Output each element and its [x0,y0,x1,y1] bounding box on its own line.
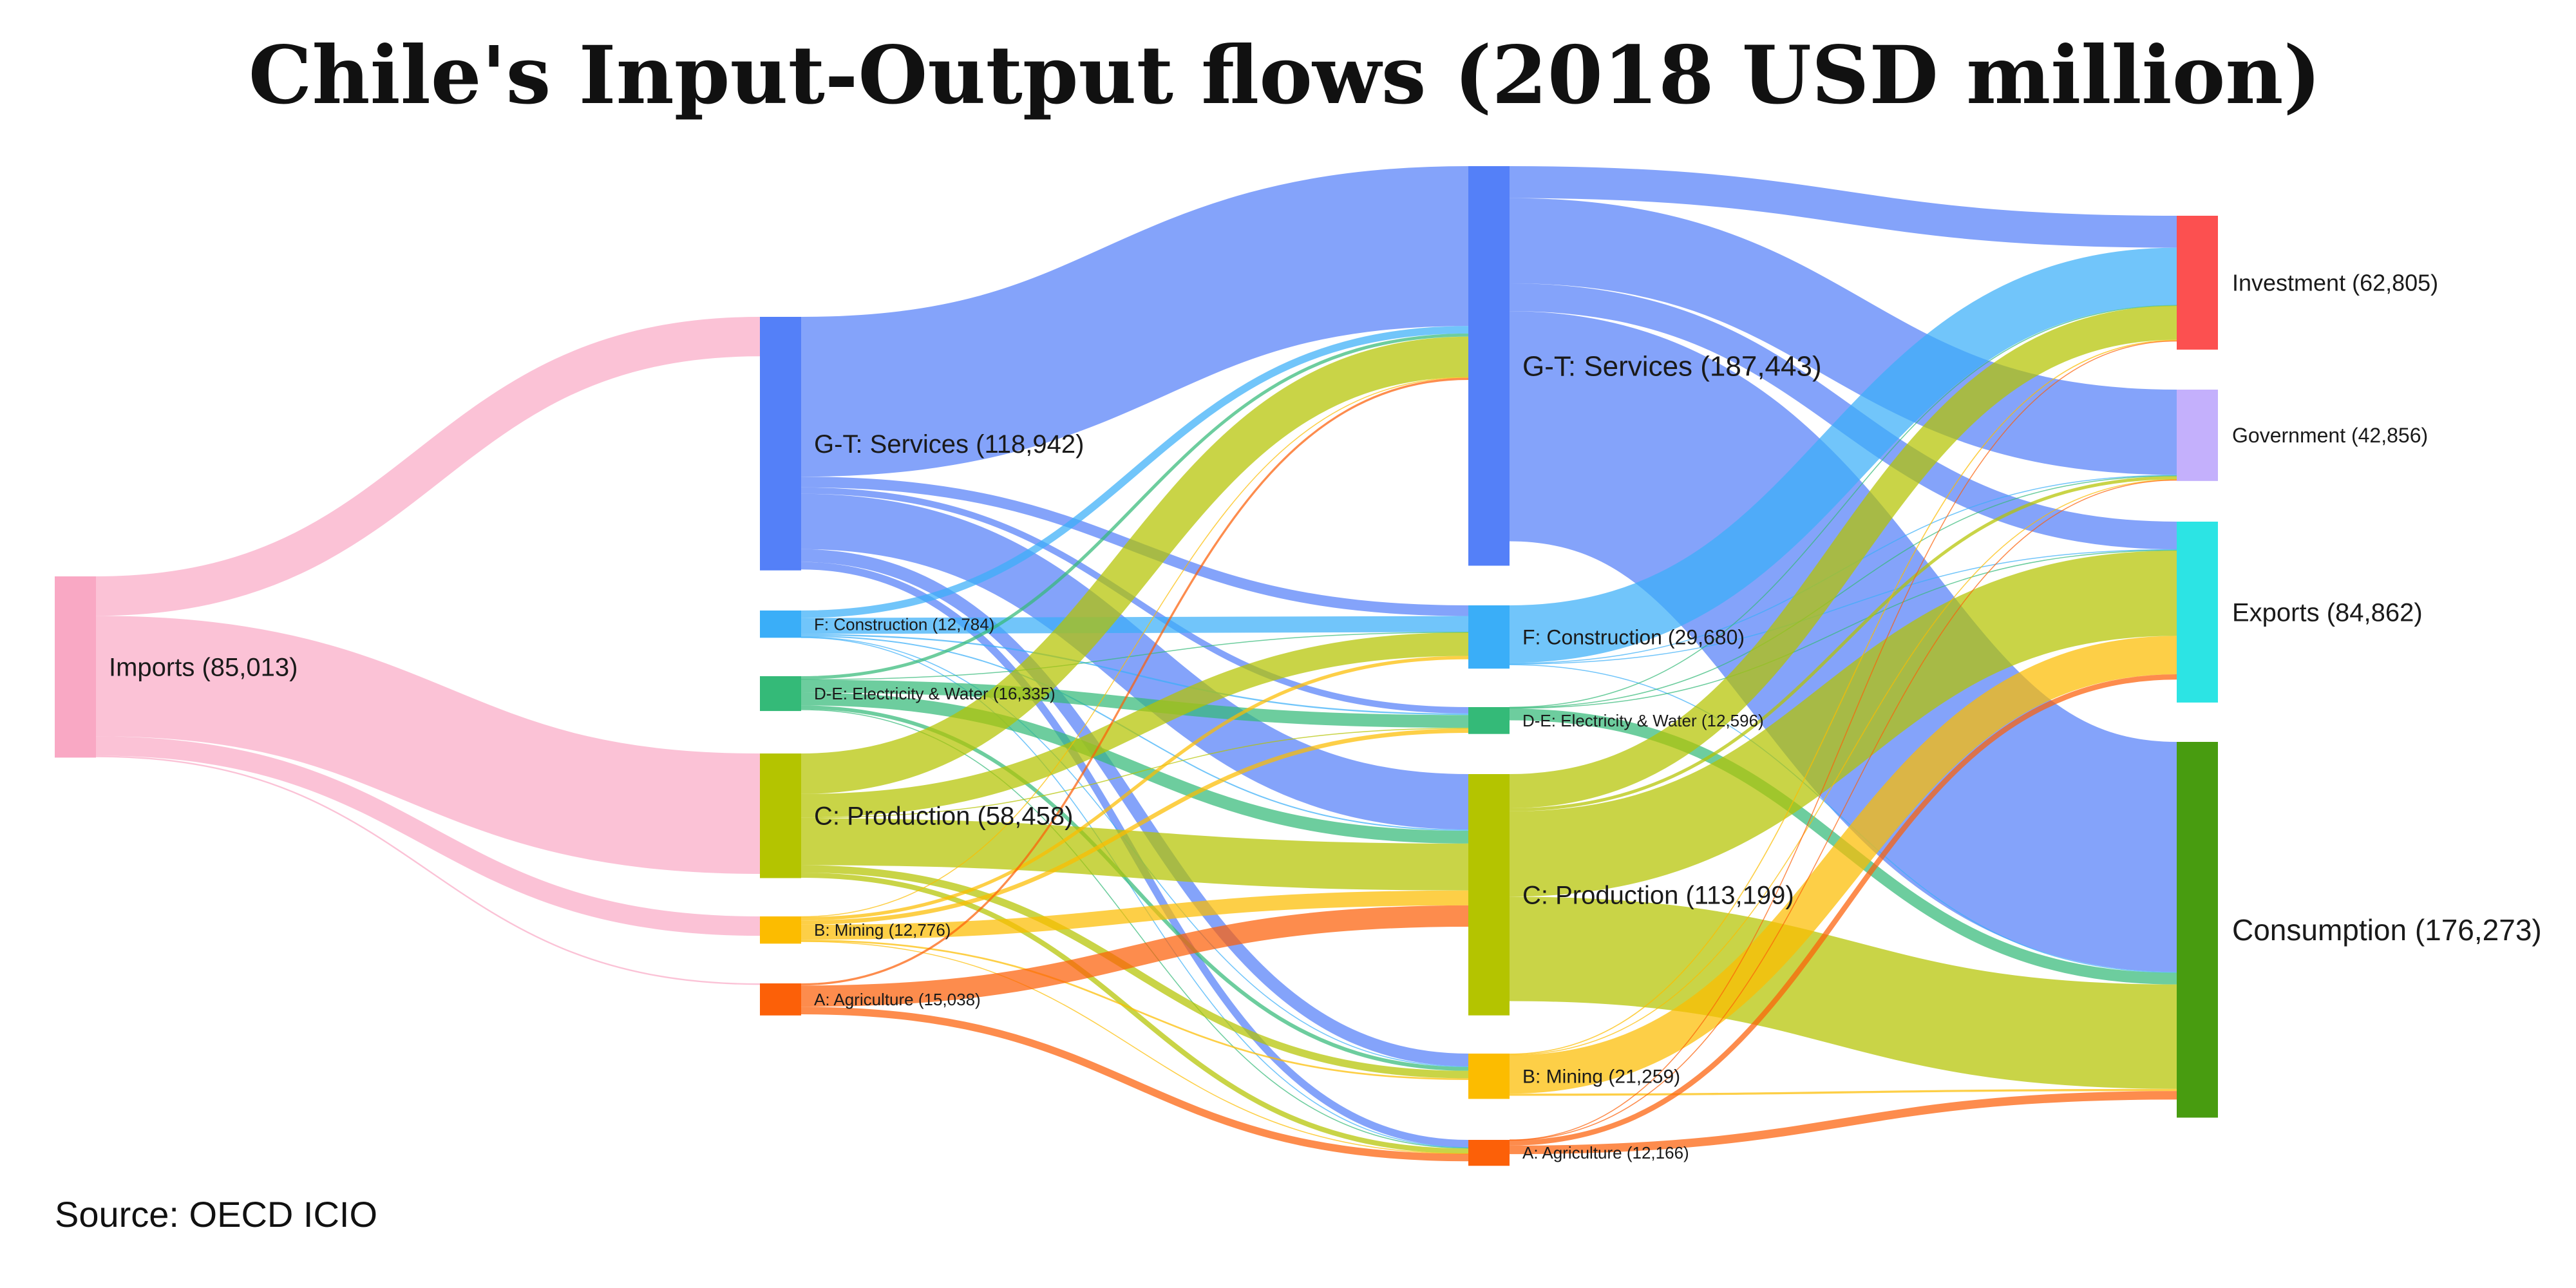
node-gov [2177,390,2218,481]
flow-link-t_c-to-inv [1509,305,2177,808]
node-label-gov: Government (42,856) [2232,424,2428,447]
node-label-t_de: D-E: Electricity & Water (12,596) [1522,711,1764,730]
node-label-t_gt: G-T: Services (187,443) [1522,351,1822,383]
flow-link-s_de-to-t_c [800,692,1469,844]
chart-title: Chile's Input-Output flows (2018 USD mil… [249,29,2322,122]
flow-link-s_de-to-t_f [800,631,1469,681]
flow-link-s_gt-to-t_c [800,493,1469,830]
sector-nodes [55,166,2218,1166]
flow-link-t_b-to-gov [1509,479,2177,1056]
node-label-t_f: F: Construction (29,680) [1522,625,1745,649]
node-label-imports: Imports (85,013) [109,654,298,682]
node-s_gt [760,317,801,571]
flow-link-imports-to-s_b [95,736,761,936]
node-s_b [760,916,801,944]
node-label-con: Consumption (176,273) [2232,913,2542,947]
flow-link-s_f-to-t_a [800,637,1469,1148]
flow-link-s_c-to-t_b [800,865,1469,1079]
flow-link-s_c-to-t_a [800,873,1469,1154]
flow-link-t_de-to-exp [1509,549,2177,709]
flow-link-s_f-to-t_de [800,634,1469,715]
flow-link-imports-to-s_c [95,616,761,875]
node-label-s_gt: G-T: Services (118,942) [814,430,1084,459]
flow-link-t_c-to-gov [1509,476,2177,811]
node-t_gt [1468,166,1510,566]
flow-link-t_c-to-exp [1509,551,2177,897]
node-label-exp: Exports (84,862) [2232,598,2423,627]
node-label-t_c: C: Production (113,199) [1522,881,1794,909]
node-t_c [1468,774,1510,1016]
node-imports [55,576,96,758]
flow-link-t_de-to-inv [1509,305,2177,708]
flow-link-s_gt-to-t_b [800,549,1469,1066]
flow-link-t_a-to-exp [1509,674,2177,1146]
flow-link-s_b-to-t_de [800,728,1469,925]
flow-link-t_a-to-inv [1509,340,2177,1141]
node-inv [2177,216,2218,350]
node-labels: Imports (85,013) G-T: Services (118,942) F… [109,270,2542,1163]
node-t_f [1468,605,1510,669]
flow-link-s_b-to-t_a [800,941,1469,1155]
flow-link-s_c-to-t_f [800,632,1469,818]
flow-link-s_a-to-t_c [800,905,1469,1007]
flow-link-s_a-to-t_a [800,1007,1469,1162]
flow-link-t_f-to-exp [1509,549,2177,665]
node-s_f [760,611,801,638]
flow-link-s_gt-to-t_de [800,487,1469,714]
flow-link-t_a-to-con [1509,1091,2177,1155]
node-label-s_de: D-E: Electricity & Water (16,335) [814,684,1056,703]
flow-link-s_c-to-t_gt [800,336,1469,794]
flow-link-s_de-to-t_gt [800,333,1469,679]
flow-link-s_a-to-t_gt [800,377,1469,986]
flow-link-s_de-to-t_de [800,679,1469,728]
node-exp [2177,522,2218,703]
flow-link-imports-to-s_a [95,755,761,985]
node-s_de [760,676,801,712]
flow-link-t_a-to-gov [1509,479,2177,1141]
node-con [2177,742,2218,1118]
flow-link-s_gt-to-t_gt [800,166,1469,477]
flow-link-imports-to-s_gt [95,316,761,616]
flow-link-t_gt-to-inv [1509,166,2177,248]
flow-link-t_b-to-exp [1509,636,2177,1094]
flow-link-s_b-to-t_gt [800,377,1469,918]
flow-link-t_b-to-inv [1509,339,2177,1055]
node-label-s_a: A: Agriculture (15,038) [814,990,981,1009]
node-label-inv: Investment (62,805) [2232,270,2438,296]
node-t_de [1468,707,1510,734]
flow-link-t_c-to-con [1509,896,2177,1089]
flow-link-s_f-to-t_f [800,616,1469,634]
flow-links [95,166,2180,1162]
flow-link-s_b-to-t_c [800,890,1469,940]
node-label-s_c: C: Production (58,458) [814,802,1073,831]
node-label-t_a: A: Agriculture (12,166) [1522,1143,1689,1162]
flow-link-s_f-to-t_gt [800,326,1469,618]
source-note: Source: OECD ICIO [55,1194,377,1235]
flow-link-s_c-to-t_de [800,728,1469,819]
flow-link-s_c-to-t_c [800,818,1469,891]
flow-link-s_b-to-t_f [800,656,1469,921]
flow-link-t_gt-to-gov [1509,198,2177,475]
flow-link-t_de-to-gov [1509,475,2177,708]
node-s_c [760,753,801,878]
flow-link-t_f-to-inv [1509,247,2177,663]
node-label-t_b: B: Mining (21,259) [1522,1066,1680,1088]
node-t_b [1468,1054,1510,1099]
node-s_a [760,983,801,1016]
flow-link-t_b-to-con [1509,1088,2177,1096]
node-t_a [1468,1140,1510,1166]
node-label-s_f: F: Construction (12,784) [814,614,994,634]
node-label-s_b: B: Mining (12,776) [814,920,951,940]
